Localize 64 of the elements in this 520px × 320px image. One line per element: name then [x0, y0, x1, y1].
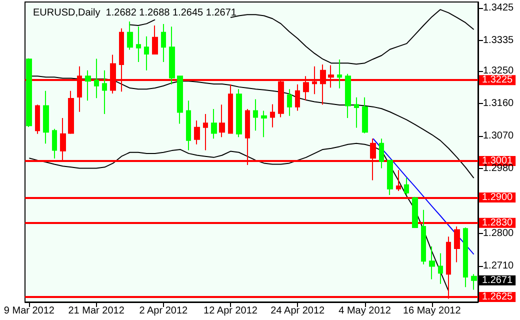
candlestick: [177, 76, 183, 124]
candlestick: [287, 88, 292, 116]
candlestick: [270, 104, 275, 128]
ref-line-label: 1.2900: [482, 192, 514, 204]
candlestick: [52, 128, 57, 160]
y-tick-label: 1.3250: [483, 66, 514, 77]
candlestick: [421, 209, 426, 265]
y-tick-label: 1.2710: [483, 260, 514, 272]
x-tick-label: 16 May 2012: [402, 306, 462, 316]
text: EURUSD,Daily 1.2682 1.2688 1.2645 1.2671: [33, 8, 237, 18]
candlestick: [387, 160, 393, 196]
x-tick-label: 2 Apr 2012: [139, 306, 188, 316]
candlestick: [471, 274, 477, 290]
candlestick: [85, 70, 91, 102]
x-tick-label: 9 Mar 2012: [4, 306, 55, 316]
ref-line-label: 1.2830: [482, 217, 514, 228]
candlestick: [345, 73, 351, 119]
candlestick: [35, 104, 40, 134]
candlestick: [211, 108, 217, 140]
candlestick: [43, 90, 49, 144]
candlestick: [203, 114, 208, 151]
ref-line-label: 1.3225: [482, 74, 514, 86]
x-tick-label: 12 Apr 2012: [204, 306, 258, 316]
candlestick: [404, 178, 409, 196]
candlestick: [26, 58, 32, 128]
candlestick: [94, 58, 99, 99]
candlestick: [136, 26, 141, 62]
candlestick: [412, 196, 418, 228]
y-tick-label: 1.3070: [483, 130, 514, 142]
text: 1.2671: [482, 274, 514, 286]
ref-line-label: 1.2625: [482, 291, 514, 302]
candlestick: [379, 138, 384, 169]
candlestick: [337, 58, 342, 89]
candlestick: [68, 90, 74, 134]
candlestick: [295, 84, 300, 112]
line-series: [372, 138, 474, 255]
candlestick: [354, 96, 359, 128]
candlestick: [144, 36, 149, 71]
candlestick: [161, 24, 166, 62]
line-series: [28, 142, 450, 292]
x-tick-label: 21 Mar 2012: [68, 306, 125, 316]
candlestick: [228, 84, 233, 134]
candlestick: [463, 227, 468, 288]
candlestick: [102, 70, 107, 115]
candlestick: [362, 96, 368, 134]
candlestick: [186, 100, 191, 151]
candlestick: [169, 26, 175, 85]
x-tick-label: 4 May 2012: [338, 306, 392, 316]
y-tick-label: 1.2800: [483, 228, 514, 240]
candlestick: [127, 21, 133, 50]
candlestick: [219, 104, 225, 138]
y-tick-label: 1.3335: [483, 34, 514, 46]
candlestick: [152, 24, 158, 55]
y-tick-label: 1.3160: [483, 98, 514, 110]
candlestick: [253, 98, 258, 132]
candlestick: [194, 120, 200, 145]
y-tick-label: 1.3425: [483, 2, 514, 14]
candlestick: [236, 88, 242, 138]
candlestick: [396, 170, 401, 192]
candlestick: [261, 110, 267, 138]
candlestick: [438, 252, 443, 284]
candlestick: [429, 246, 435, 280]
x-tick-label: 24 Apr 2012: [270, 306, 326, 316]
candlestick: [454, 226, 460, 263]
